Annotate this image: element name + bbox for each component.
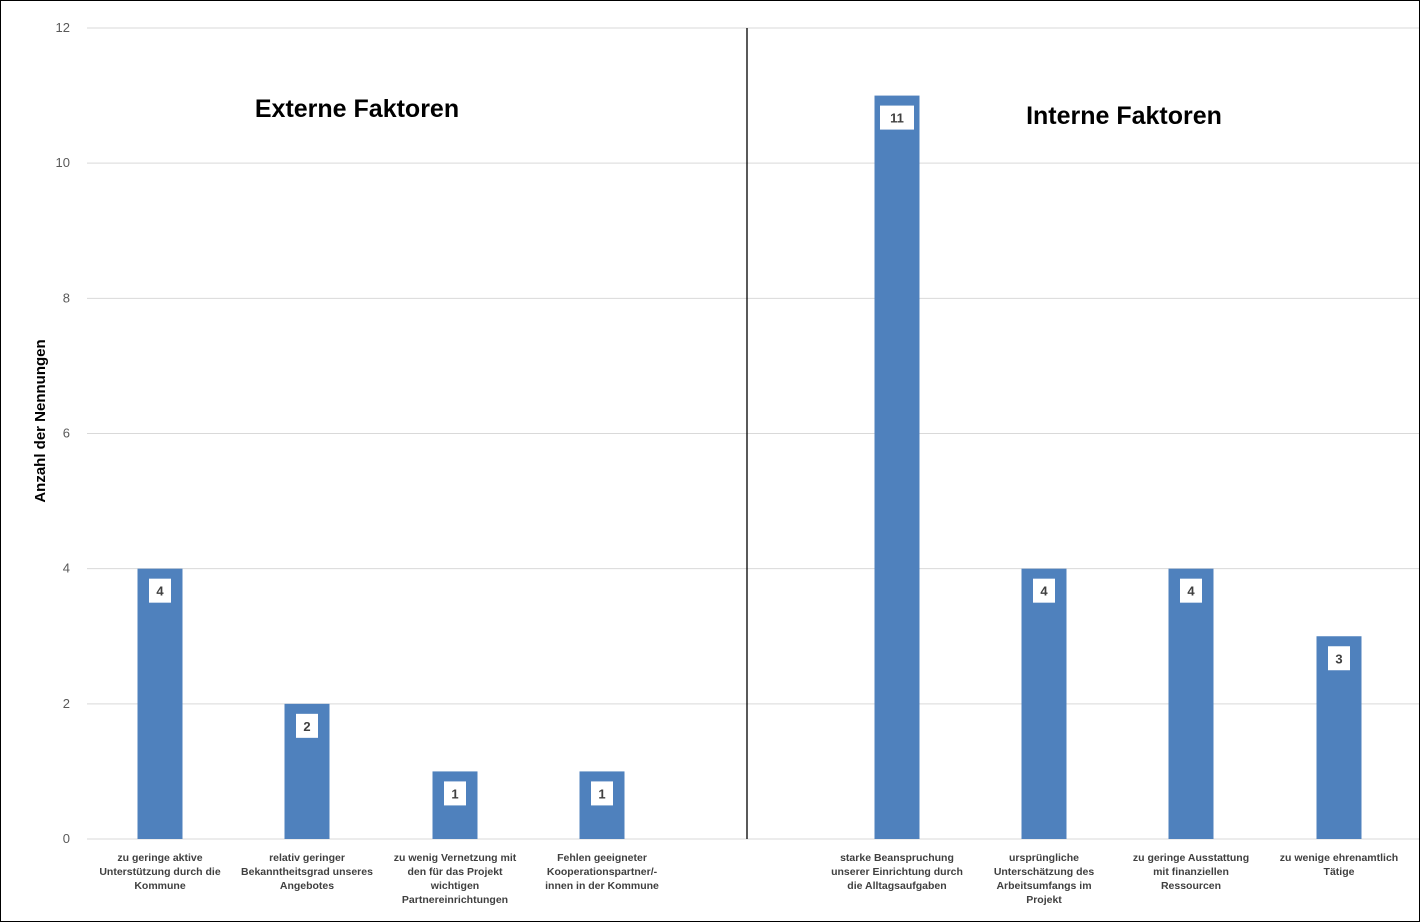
bar bbox=[1168, 568, 1214, 839]
data-label-box bbox=[880, 105, 914, 130]
data-label-box bbox=[1328, 646, 1350, 671]
category-label: Fehlen geeigneter Kooperationspartner/-in… bbox=[545, 852, 659, 892]
y-tick-label: 6 bbox=[63, 426, 70, 441]
data-label: 1 bbox=[451, 786, 458, 801]
data-label-box bbox=[296, 713, 318, 738]
bar bbox=[137, 568, 183, 839]
category-label: zu wenig Vernetzung mit den für das Proje… bbox=[394, 852, 517, 906]
data-label: 2 bbox=[303, 719, 310, 734]
y-tick-label: 12 bbox=[56, 20, 70, 35]
category-label: relativ geringer Bekanntheitsgrad unseres… bbox=[241, 852, 373, 892]
y-tick-label: 10 bbox=[56, 155, 70, 170]
data-label: 4 bbox=[1187, 584, 1195, 599]
category-label: ursprüngliche Unterschätzung des Arbeitsum… bbox=[994, 852, 1095, 906]
data-label: 3 bbox=[1335, 651, 1342, 666]
group-title-interne: Interne Faktoren bbox=[1026, 102, 1222, 130]
data-label-box bbox=[591, 781, 613, 806]
data-label: 1 bbox=[598, 786, 605, 801]
data-label-box bbox=[1033, 578, 1055, 603]
category-label: starke Beanspruchung unserer Einrichtung … bbox=[831, 852, 963, 892]
data-label-box bbox=[1180, 578, 1202, 603]
bar bbox=[874, 95, 920, 840]
data-label-box bbox=[444, 781, 466, 806]
category-label: zu geringe Ausstattung mit finanziellen Re… bbox=[1133, 852, 1249, 892]
data-label: 4 bbox=[156, 584, 164, 599]
group-title-externe: Externe Faktoren bbox=[255, 95, 459, 123]
y-axis-label: Anzahl der Nennungen bbox=[32, 339, 49, 502]
y-tick-label: 0 bbox=[63, 831, 70, 846]
category-labels: zu geringe aktive Unterstützung durch die… bbox=[99, 852, 1398, 906]
y-tick-label: 4 bbox=[63, 561, 70, 576]
category-label: zu wenige ehrenamtlich Tätige bbox=[1280, 852, 1398, 878]
data-label: 11 bbox=[890, 111, 904, 126]
data-label-box bbox=[149, 578, 171, 603]
bar bbox=[1021, 568, 1067, 839]
category-label: zu geringe aktive Unterstützung durch die… bbox=[99, 852, 220, 892]
y-tick-label: 2 bbox=[63, 696, 70, 711]
y-tick-label: 8 bbox=[63, 290, 70, 305]
y-axis-ticks: 0 2 4 6 8 10 12 bbox=[56, 20, 70, 846]
data-label: 4 bbox=[1040, 584, 1048, 599]
